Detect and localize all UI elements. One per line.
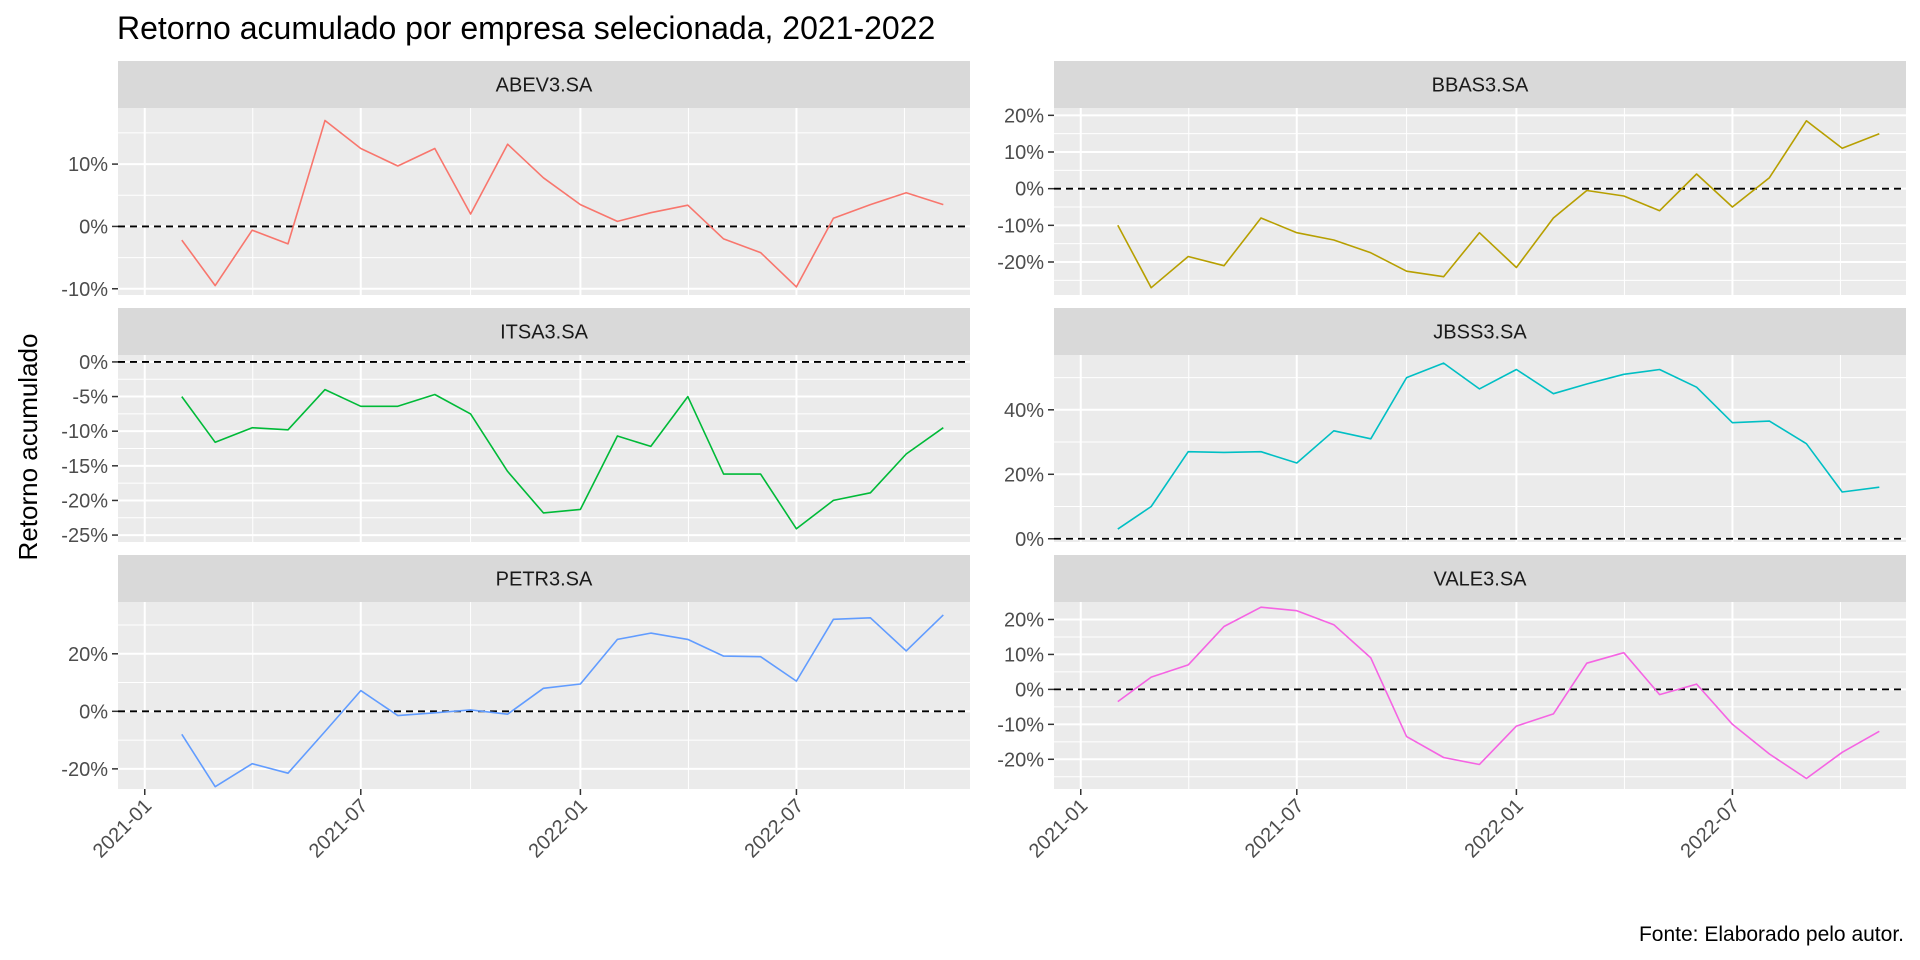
y-tick-label: -10% [997,714,1044,736]
x-tick-label: 2022-07 [741,795,808,862]
strip-label: JBSS3.SA [1433,322,1527,344]
y-tick-label: -5% [72,387,108,409]
y-tick-label: 10% [1004,644,1044,666]
y-tick-label: -20% [997,252,1044,274]
panel-jbss3-sa: JBSS3.SA 0% 20% 40% [1004,308,1906,551]
y-tick-label: 0% [79,216,108,238]
y-tick-label: 0% [1015,179,1044,201]
strip-label: ITSA3.SA [500,322,588,344]
y-tick-label: 20% [1004,609,1044,631]
x-tick-label: 2021-07 [1241,795,1308,862]
series-line-vale3-sa [1117,606,1880,780]
series-line-abev3-sa [181,119,944,288]
x-tick-label: 2021-07 [305,795,372,862]
y-tick-label: 0% [79,352,108,374]
strip-background [118,555,970,602]
facet-panels: ABEV3.SA -10% 0% 10% BBAS3.SA -20% -10% 0% 10% 20… [61,61,1906,862]
x-tick-label: 2021-01 [1025,795,1092,862]
panel-background [1054,355,1906,542]
x-tick-label: 2022-01 [524,795,591,862]
panel-background [1054,602,1906,789]
y-axis-title: Retorno acumulado [13,334,43,561]
y-tick-label: 20% [1004,464,1044,486]
y-tick-label: 20% [1004,105,1044,127]
y-tick-label: 10% [1004,142,1044,164]
y-tick-label: -10% [61,421,108,443]
panel-background [118,108,970,295]
strip-label: ABEV3.SA [496,75,593,97]
panel-bbas3-sa: BBAS3.SA -20% -10% 0% 10% 20% [997,61,1906,295]
strip-background [1054,308,1906,355]
x-tick-label: 2022-01 [1460,795,1527,862]
y-tick-label: 20% [68,644,108,666]
x-tick-label: 2022-07 [1677,795,1744,862]
y-tick-label: -20% [61,759,108,781]
strip-background [1054,555,1906,602]
series-line-bbas3-sa [1117,120,1880,289]
strip-background [118,308,970,355]
y-tick-label: 0% [1015,679,1044,701]
y-tick-label: 0% [1015,529,1044,551]
strip-label: VALE3.SA [1433,569,1527,591]
x-tick-label: 2021-01 [89,795,156,862]
chart-title: Retorno acumulado por empresa selecionad… [117,10,935,46]
y-tick-label: 10% [68,154,108,176]
panel-abev3-sa: ABEV3.SA -10% 0% 10% [61,61,970,301]
strip-background [1054,61,1906,108]
y-tick-label: 40% [1004,400,1044,422]
panel-background [1054,108,1906,295]
chart-caption: Fonte: Elaborado pelo autor. [1639,923,1904,946]
y-tick-label: -20% [61,490,108,512]
series-line-itsa3-sa [181,388,944,530]
panel-petr3-sa: PETR3.SA -20% 0% 20% 2021-01 2021-07 2022-01 20… [61,555,970,862]
panel-itsa3-sa: ITSA3.SA -25% -20% -15% -10% -5% 0% [61,308,970,547]
panel-vale3-sa: VALE3.SA -20% -10% 0% 10% 20% 2021-01 2021-07 20… [997,555,1906,862]
y-tick-label: 0% [79,701,108,723]
strip-label: BBAS3.SA [1432,75,1529,97]
series-line-jbss3-sa [1117,362,1880,530]
y-tick-label: -25% [61,525,108,547]
strip-background [118,61,970,108]
y-tick-label: -10% [61,279,108,301]
strip-label: PETR3.SA [496,569,593,591]
y-tick-label: -10% [997,215,1044,237]
panel-background [118,602,970,789]
series-line-petr3-sa [181,614,944,788]
y-tick-label: -15% [61,456,108,478]
y-tick-label: -20% [997,749,1044,771]
